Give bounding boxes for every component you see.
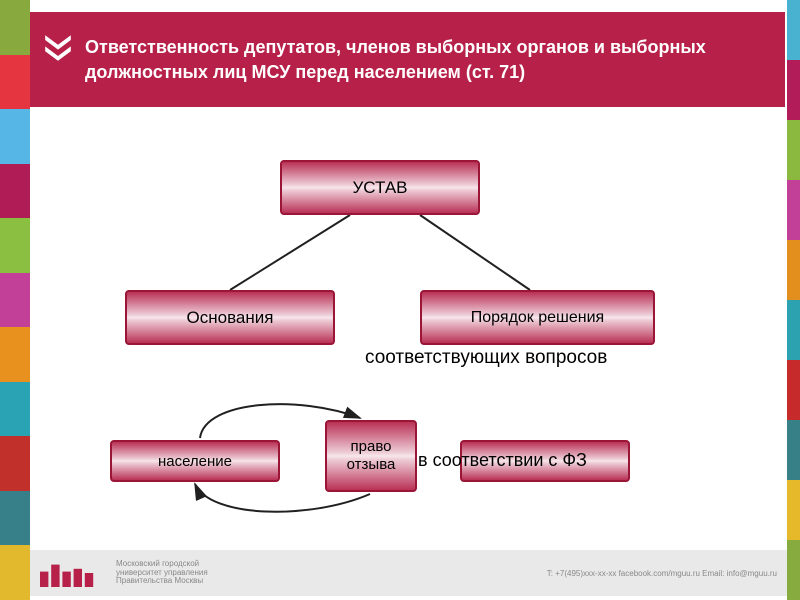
box-osnovaniya-label: Основания [187, 308, 274, 328]
footer-contact: T: +7(495)xxx-xx-xx facebook.com/mguu.ru… [547, 569, 777, 578]
box-pravo-otzyva: право отзыва [325, 420, 417, 492]
chevron-down-icon [42, 32, 74, 64]
box-pravo-otzyva-label: право отзыва [327, 438, 415, 474]
right-rainbow-stripe [787, 0, 800, 600]
box-poryadok-label: Порядок решения [471, 309, 604, 327]
footer-org: Московский городской университет управле… [116, 560, 208, 586]
box-poryadok: Порядок решения [420, 290, 655, 345]
box-naselenie-label: население [158, 453, 232, 470]
footer-bar: Московский городской университет управле… [30, 550, 787, 596]
footer-org-3: Правительства Москвы [116, 577, 208, 586]
left-rainbow-stripe [0, 0, 30, 600]
footer-logo: Московский городской университет управле… [40, 559, 208, 587]
header-bar: Ответственность депутатов, членов выборн… [30, 12, 785, 107]
box-ustav: УСТАВ [280, 160, 480, 215]
fz-overflow-text: в соответствии с ФЗ [418, 450, 587, 471]
poryadok-overflow-text: соответствующих вопросов [365, 347, 607, 369]
box-naselenie: население [110, 440, 280, 482]
box-ustav-label: УСТАВ [352, 178, 407, 198]
slide: Ответственность депутатов, членов выборн… [0, 0, 800, 600]
mguu-logo-icon [40, 559, 110, 587]
header-title: Ответственность депутатов, членов выборн… [85, 35, 765, 84]
box-osnovaniya: Основания [125, 290, 335, 345]
